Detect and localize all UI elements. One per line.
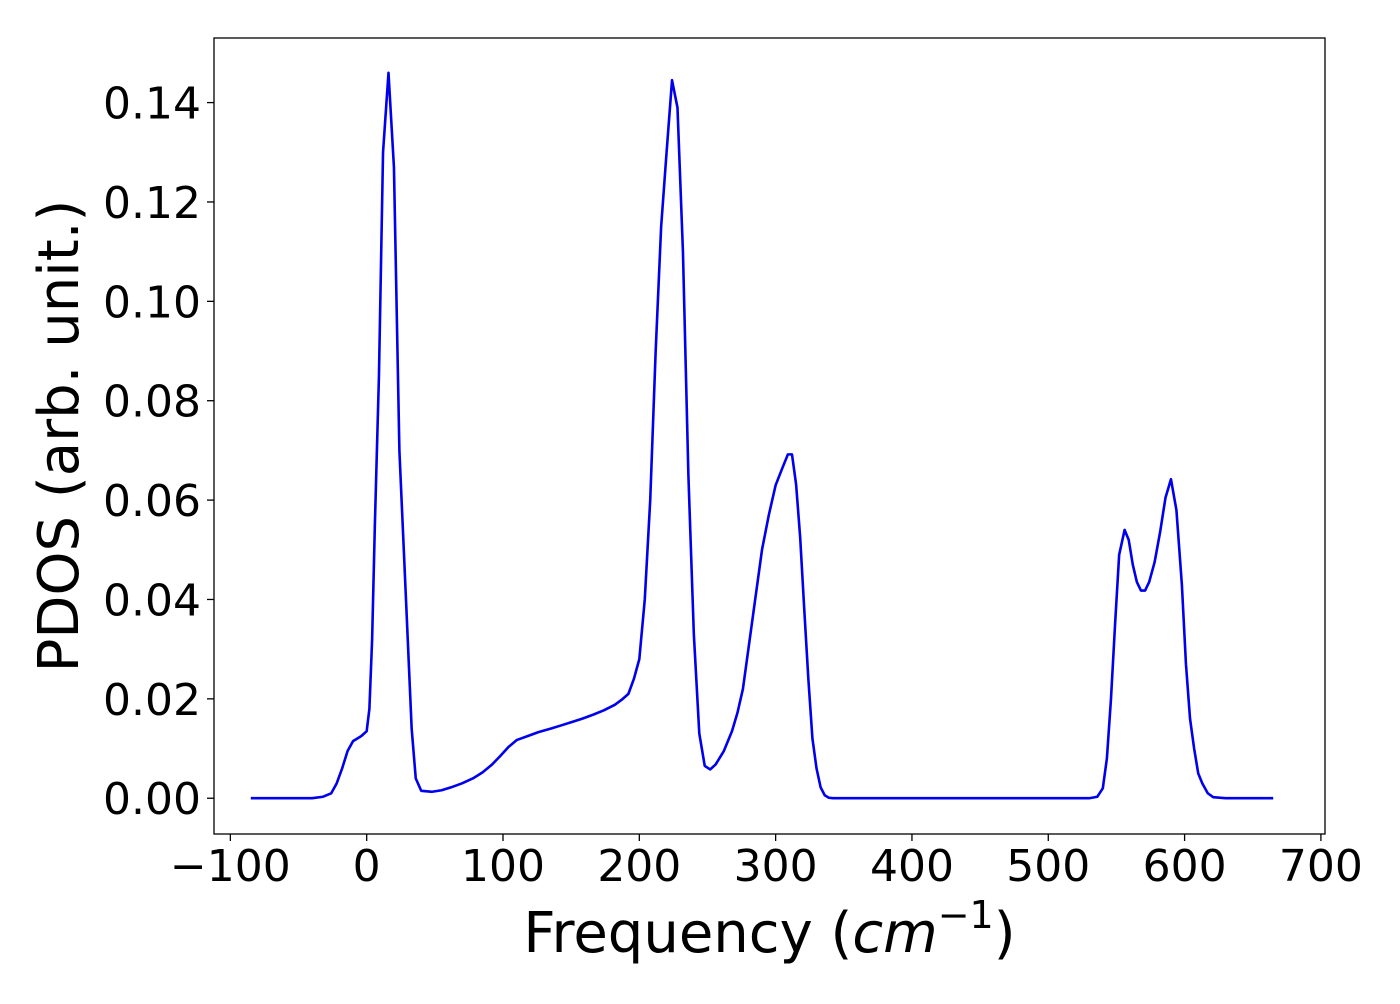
pdos-series-line-0: [250, 71, 1274, 800]
x-axis-label: Frequency (cm−1): [523, 893, 1015, 966]
y-tick-label: 0.04: [103, 575, 201, 626]
x-tick-label: 500: [1006, 841, 1090, 892]
y-tick-label: 0.12: [103, 178, 201, 229]
x-axis-label-unit-exponent: −1: [938, 893, 994, 937]
y-tick-label: 0.10: [103, 277, 201, 328]
x-axis-label-unit: cm: [852, 901, 937, 966]
y-tick-label: 0.08: [103, 377, 201, 428]
series-layer: [250, 71, 1274, 800]
x-tick-label: 700: [1279, 841, 1363, 892]
x-axis-label-text: Frequency: [523, 901, 812, 966]
x-tick-label: 400: [870, 841, 954, 892]
tick-layer: −100 0 100 200 300 400 500 600 700 0.00 0.02 0.04 0.…: [103, 79, 1363, 892]
y-tick-label: 0.02: [103, 675, 201, 726]
plot-frame: [213, 37, 1326, 835]
x-tick-label: 300: [734, 841, 818, 892]
x-tick-label: −100: [170, 841, 291, 892]
x-tick-label: 0: [353, 841, 381, 892]
y-tick-label: 0.06: [103, 476, 201, 527]
x-tick-label: 600: [1143, 841, 1227, 892]
y-tick-label: 0.00: [103, 774, 201, 825]
y-axis-label: PDOS (arb. unit.): [27, 200, 92, 673]
y-tick-label: 0.14: [103, 79, 201, 130]
plot-background: [214, 38, 1325, 834]
x-tick-label: 100: [461, 841, 545, 892]
x-tick-label: 200: [597, 841, 681, 892]
